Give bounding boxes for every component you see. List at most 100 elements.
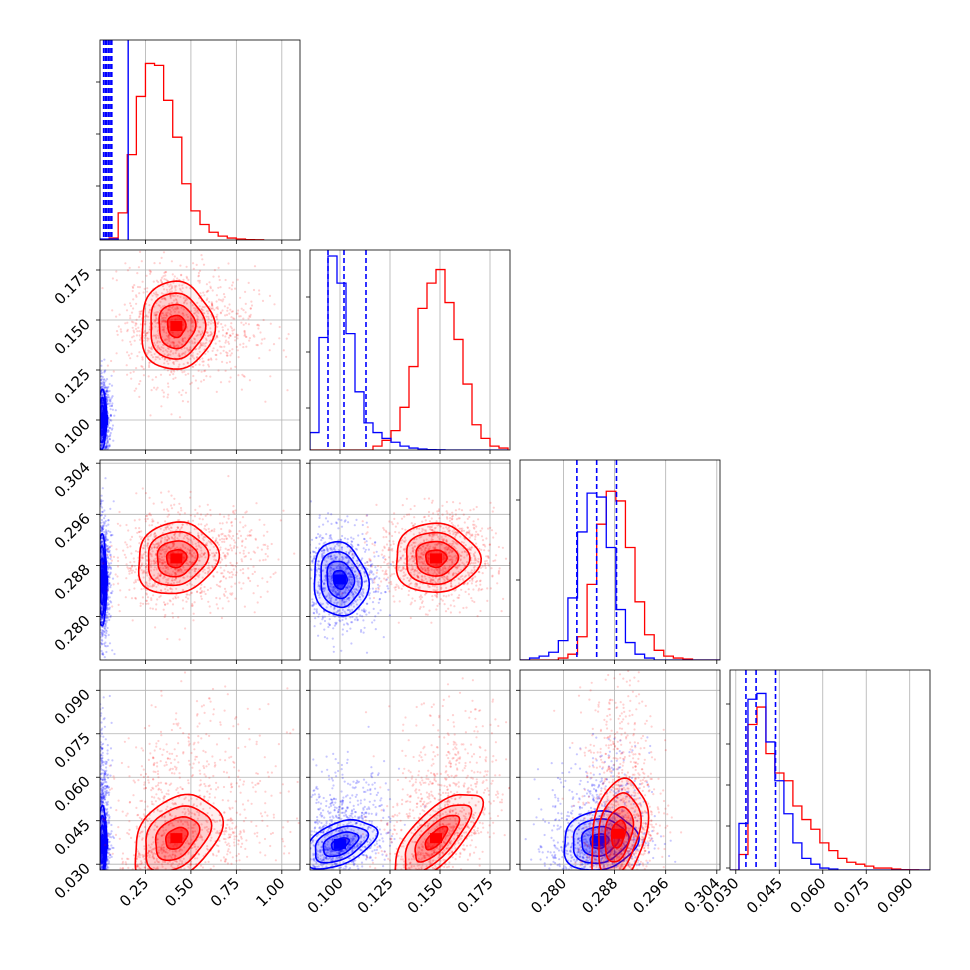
scatter-point (346, 597, 349, 600)
scatter-point (209, 357, 213, 360)
scatter-point (306, 599, 308, 601)
scatter-point (188, 560, 191, 563)
scatter-point (206, 503, 209, 506)
scatter-point (362, 547, 365, 550)
scatter-point (242, 526, 245, 529)
scatter-point (322, 542, 325, 545)
scatter-point (228, 380, 231, 383)
scatter-point (107, 455, 109, 457)
scatter-point (202, 539, 205, 542)
scatter-point (360, 566, 363, 569)
scatter-point (164, 247, 166, 249)
scatter-point (158, 357, 161, 361)
scatter-point (145, 315, 148, 318)
scatter-point (318, 525, 321, 528)
scatter-point (176, 277, 179, 280)
scatter-point (341, 628, 344, 631)
scatter-point (333, 615, 336, 618)
scatter-point (303, 558, 305, 560)
scatter-point (100, 551, 103, 555)
scatter-point (124, 596, 127, 599)
scatter-point (194, 363, 197, 366)
scatter-point (100, 371, 103, 374)
scatter-point (178, 502, 181, 505)
scatter-point (243, 334, 246, 337)
scatter-point (363, 580, 366, 583)
scatter-point (222, 293, 226, 296)
scatter-point (228, 548, 231, 551)
scatter-point (165, 338, 168, 341)
scatter-point (160, 281, 163, 284)
scatter-point (141, 596, 144, 599)
scatter-point (230, 520, 233, 524)
scatter-point (349, 543, 353, 546)
scatter-point (162, 297, 165, 300)
scatter-point (92, 262, 94, 264)
scatter-point (225, 331, 229, 335)
scatter-point (241, 373, 244, 376)
scatter-point (107, 523, 110, 526)
scatter-point (253, 335, 256, 338)
scatter-point (138, 351, 141, 354)
scatter-point (100, 555, 103, 559)
scatter-point (112, 370, 115, 373)
scatter-point (342, 591, 345, 595)
scatter-point (347, 561, 350, 564)
scatter-point (153, 546, 156, 549)
scatter-point (231, 592, 234, 595)
scatter-point (153, 561, 156, 564)
scatter-point (193, 337, 196, 340)
scatter-point (266, 590, 269, 593)
scatter-point (111, 408, 114, 411)
scatter-point (130, 535, 134, 539)
scatter-point (205, 298, 208, 302)
scatter-point (173, 533, 176, 536)
scatter-point (156, 340, 159, 343)
scatter-point (324, 575, 327, 578)
scatter-point (279, 519, 282, 522)
scatter-point (205, 283, 208, 286)
scatter-point (101, 566, 104, 569)
scatter-point (321, 555, 324, 558)
scatter-point (203, 568, 206, 571)
scatter-point (329, 582, 332, 585)
scatter-point (134, 324, 137, 327)
scatter-point (198, 505, 201, 508)
scatter-point (126, 328, 129, 331)
scatter-point (138, 250, 142, 253)
scatter-point (161, 532, 164, 535)
scatter-point (205, 315, 208, 318)
scatter-point (149, 534, 152, 537)
scatter-point (353, 570, 356, 573)
scatter-point (149, 577, 152, 581)
scatter-point (212, 555, 215, 558)
scatter-point (102, 454, 104, 456)
scatter-point (203, 342, 206, 345)
scatter-point (104, 450, 106, 452)
scatter-point (356, 543, 359, 546)
scatter-point (125, 577, 128, 580)
scatter-point (185, 593, 188, 596)
scatter-point (362, 619, 365, 622)
scatter-point (215, 315, 218, 318)
scatter-point (137, 326, 140, 329)
scatter-point (148, 309, 151, 312)
scatter-point (104, 641, 107, 644)
scatter-point (374, 541, 377, 544)
scatter-point (228, 529, 231, 532)
scatter-point (148, 524, 151, 527)
scatter-point (158, 348, 161, 351)
scatter-point (109, 545, 112, 548)
scatter-point (207, 334, 210, 338)
scatter-point (182, 545, 185, 548)
scatter-point (217, 584, 220, 588)
scatter-point (153, 262, 156, 265)
scatter-point (337, 518, 340, 521)
scatter-point (228, 286, 231, 290)
scatter-point (256, 546, 259, 549)
scatter-point (230, 537, 233, 540)
scatter-point (333, 567, 336, 571)
scatter-point (256, 323, 259, 326)
scatter-point (318, 564, 321, 567)
scatter-point (141, 356, 144, 359)
